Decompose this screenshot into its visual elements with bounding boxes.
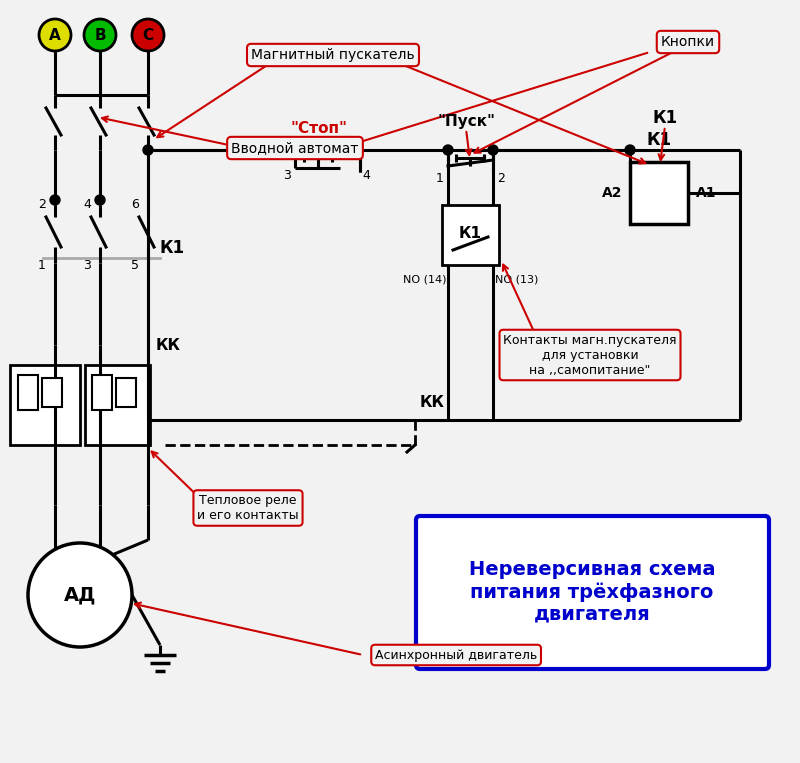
Circle shape [28, 543, 132, 647]
Bar [10, 365, 80, 445]
Bar [92, 375, 112, 410]
Text: 3: 3 [83, 259, 91, 272]
Text: 2: 2 [38, 198, 46, 211]
Text: Кнопки: Кнопки [661, 35, 715, 49]
Text: "Пуск": "Пуск" [437, 114, 495, 128]
Bar [630, 162, 688, 224]
Text: К1: К1 [458, 226, 482, 240]
Text: NO (13): NO (13) [495, 274, 538, 284]
Text: А: А [49, 27, 61, 43]
Text: 2: 2 [497, 172, 505, 185]
Text: Контакты магн.пускателя
для установки
на ,,самопитание": Контакты магн.пускателя для установки на… [503, 333, 677, 376]
Text: 4: 4 [362, 169, 370, 182]
Bar [18, 375, 38, 410]
Text: К1: К1 [653, 109, 678, 127]
Bar [442, 205, 499, 265]
Text: К1: К1 [159, 239, 185, 257]
Circle shape [488, 145, 498, 155]
Text: Магнитный пускатель: Магнитный пускатель [251, 48, 415, 62]
Text: NO (14): NO (14) [402, 274, 446, 284]
Circle shape [39, 19, 71, 51]
Text: В: В [94, 27, 106, 43]
Text: А1: А1 [696, 186, 717, 200]
Circle shape [50, 195, 60, 205]
Text: 1: 1 [436, 172, 444, 185]
Text: 1: 1 [38, 259, 46, 272]
Text: КК: КК [419, 394, 445, 410]
Bar [85, 365, 150, 445]
Text: "Стоп": "Стоп" [290, 121, 347, 136]
Text: АД: АД [64, 585, 96, 604]
Text: 4: 4 [83, 198, 91, 211]
Text: Асинхронный двигатель: Асинхронный двигатель [375, 649, 538, 662]
Text: Тепловое реле
и его контакты: Тепловое реле и его контакты [197, 494, 299, 522]
Bar [42, 378, 62, 407]
Circle shape [290, 145, 300, 155]
Text: КК: КК [155, 337, 181, 353]
Text: Вводной автомат: Вводной автомат [231, 141, 358, 155]
Circle shape [95, 195, 105, 205]
Circle shape [143, 145, 153, 155]
Text: Нереверсивная схема
питания трёхфазного
двигателя: Нереверсивная схема питания трёхфазного … [469, 560, 715, 624]
Text: 6: 6 [131, 198, 139, 211]
Text: С: С [142, 27, 154, 43]
Text: 5: 5 [131, 259, 139, 272]
FancyBboxPatch shape [416, 516, 769, 669]
Text: 3: 3 [283, 169, 291, 182]
Circle shape [132, 19, 164, 51]
Bar [116, 378, 136, 407]
Circle shape [84, 19, 116, 51]
Circle shape [625, 145, 635, 155]
Text: А2: А2 [602, 186, 622, 200]
Circle shape [443, 145, 453, 155]
Text: К1: К1 [646, 131, 671, 149]
